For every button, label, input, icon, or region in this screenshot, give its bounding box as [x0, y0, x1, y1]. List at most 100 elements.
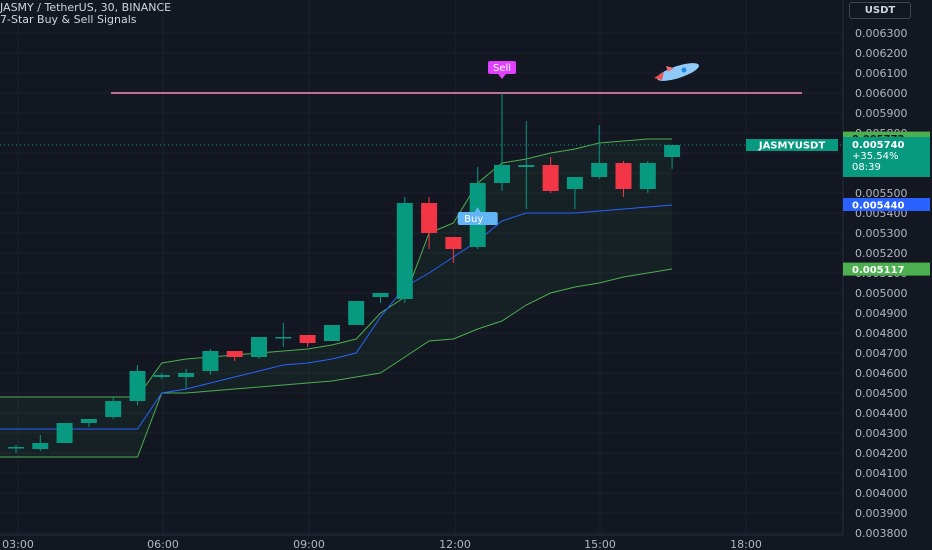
price-tick-label: 0.006100	[855, 67, 908, 80]
candle-body	[299, 335, 316, 343]
price-tick-label: 0.004500	[855, 387, 908, 400]
lower-band-price-box	[843, 262, 930, 276]
price-tick-label: 0.003900	[855, 507, 908, 520]
price-tick-label: 0.005500	[855, 187, 908, 200]
candle	[664, 145, 681, 169]
time-tick-label: 15:00	[584, 538, 616, 550]
price-tick-label: 0.005900	[855, 107, 908, 120]
grid	[0, 0, 843, 535]
band-fill	[0, 139, 673, 457]
currency-button[interactable]: USDT	[849, 2, 911, 19]
price-tick-label: 0.004800	[855, 327, 908, 340]
time-tick-label: 03:00	[2, 538, 34, 550]
candle-body	[226, 351, 243, 357]
candle	[202, 349, 219, 375]
indicator-name[interactable]: 7-Star Buy & Sell Signals	[0, 13, 137, 26]
candle	[251, 337, 267, 359]
rocket-icon	[654, 63, 700, 81]
candle	[80, 419, 97, 427]
candle-body	[542, 165, 559, 191]
symbol-tag-box	[746, 139, 838, 151]
candle-body	[8, 447, 24, 449]
candle	[348, 301, 365, 325]
candle	[421, 197, 438, 249]
candle-body	[445, 237, 462, 249]
candle	[178, 369, 195, 389]
sell-tag-box	[488, 61, 516, 74]
candle-body	[591, 163, 608, 177]
price-tick-label: 0.004400	[855, 407, 908, 420]
candle	[56, 423, 73, 443]
price-tick-label: 0.006300	[855, 27, 908, 40]
price-tick-label: 0.006200	[855, 47, 908, 60]
price-tick-label: 0.005200	[855, 247, 908, 260]
candle-body	[80, 419, 97, 423]
band-lower-line	[0, 268, 673, 458]
band-upper-line	[0, 138, 673, 398]
candle-body	[129, 371, 146, 401]
candle	[129, 365, 146, 405]
price-tick-label: 0.005300	[855, 227, 908, 240]
rocket-flame	[654, 72, 664, 80]
candle	[615, 161, 632, 197]
candle-body	[421, 203, 438, 233]
candle	[226, 351, 243, 361]
sell-tag-pointer	[498, 74, 506, 79]
symbol-title[interactable]: JASMY / TetherUS, 30, BINANCE	[0, 1, 172, 14]
candle	[105, 397, 122, 419]
price-tick-label: 0.005000	[855, 287, 908, 300]
rocket-window	[681, 67, 687, 73]
candle	[542, 157, 559, 193]
candle-body	[202, 351, 219, 371]
candle	[32, 435, 49, 451]
mid-band-price: 0.005440	[852, 201, 905, 212]
price-tick-label: 0.004100	[855, 467, 908, 480]
candle	[323, 325, 340, 341]
candle	[299, 335, 316, 347]
sell-signal: Sell	[488, 61, 516, 79]
candle-body	[664, 145, 681, 157]
time-tick-label: 12:00	[439, 538, 471, 550]
candle	[639, 161, 656, 193]
candle-body	[32, 443, 49, 449]
candle	[494, 93, 510, 191]
candle	[591, 125, 608, 179]
price-tick-label: 0.004900	[855, 307, 908, 320]
price-tick-label: 0.003800	[855, 527, 908, 540]
candle	[566, 177, 583, 209]
candle-body	[153, 375, 170, 377]
candle-body	[396, 203, 413, 299]
change-pct-label: +35.54%	[852, 151, 899, 162]
time-tick-label: 18:00	[730, 538, 762, 550]
candle-body	[178, 373, 195, 377]
price-tick-label: 0.004600	[855, 367, 908, 380]
rocket-fin	[666, 66, 674, 72]
last-price-label: 0.005740	[852, 140, 905, 151]
time-tick-label: 09:00	[293, 538, 325, 550]
band-mid-line	[0, 204, 673, 430]
last-price-box	[843, 137, 930, 177]
candle	[372, 293, 389, 303]
time-tick-label: 06:00	[147, 538, 179, 550]
candle	[445, 237, 462, 263]
price-tick-label: 0.004200	[855, 447, 908, 460]
candle-body	[251, 337, 267, 357]
buy-signal: Buy	[457, 207, 498, 225]
candle-body	[56, 423, 73, 443]
candle-body	[323, 325, 340, 341]
mid-band-price-box	[843, 198, 930, 211]
candle-body	[518, 165, 535, 167]
buy-tag-box	[457, 212, 498, 225]
countdown-label: 08:39	[852, 162, 881, 173]
symbol-tag-label: JASMYUSDT	[758, 141, 825, 152]
candle	[518, 121, 535, 209]
price-tick-label: 0.004300	[855, 427, 908, 440]
candle-body	[372, 293, 389, 297]
candle	[153, 373, 170, 379]
price-tick-label: 0.004000	[855, 487, 908, 500]
candle	[275, 323, 292, 347]
price-tick-label: 0.006000	[855, 87, 908, 100]
candle-body	[566, 177, 583, 189]
buy-signal-label: Buy	[464, 214, 483, 225]
